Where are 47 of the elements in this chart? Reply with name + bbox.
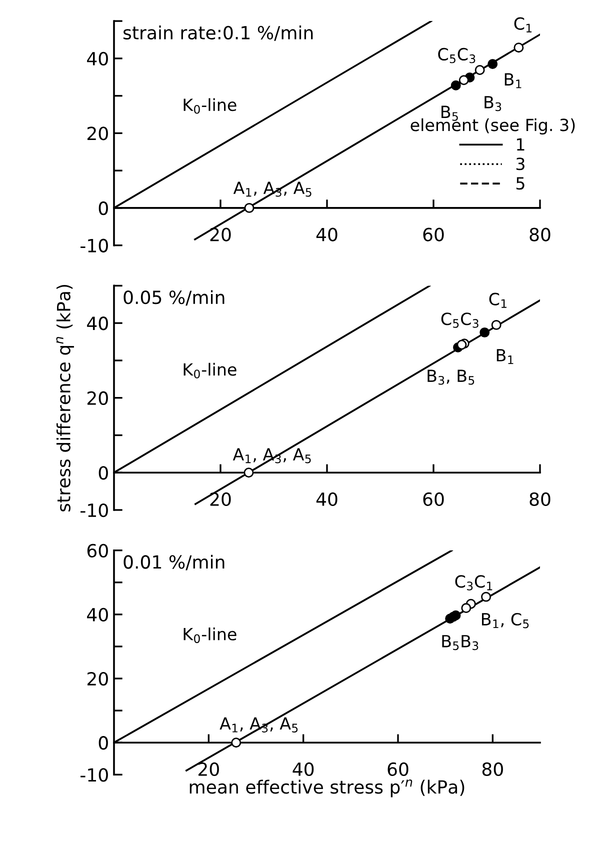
annotation: C$_{1}$ (489, 292, 506, 308)
annotation: C$_{5}$C$_{3}$ (441, 312, 478, 328)
chart-title: 0.05 %/min (124, 290, 224, 306)
x-tick-label: 80 (482, 762, 503, 776)
annotation: B$_{3}$ (484, 96, 502, 112)
y-tick-label: 20 (87, 672, 108, 686)
annotation: B$_{1}$ (496, 349, 514, 364)
legend-label: 5 (516, 177, 524, 190)
y-tick-label: 0 (98, 201, 108, 216)
annotation: B$_{1}$ (504, 73, 522, 88)
y-tick-label: 40 (87, 608, 108, 622)
x-axis-title: mean effective stress p′$^{n}$ (kPa) (190, 780, 464, 798)
x-tick-label: 40 (316, 492, 338, 506)
legend-label: 3 (516, 158, 524, 170)
annotation: K$_{0}$-line (184, 362, 236, 378)
y-tick-label: -10 (80, 503, 108, 518)
x-tick-label: 20 (210, 228, 231, 242)
chart-title: 0.01 %/min (124, 554, 224, 570)
x-tick-label: 60 (423, 228, 444, 242)
y-axis-title: stress difference q$^{n}$ (kPa) (56, 284, 74, 512)
annotation: K$_{0}$-line (184, 628, 236, 644)
legend-label: 1 (516, 138, 524, 150)
x-tick-label: 60 (388, 762, 408, 776)
x-tick-label: 40 (316, 228, 338, 242)
annotation: B$_{5}$B$_{3}$ (442, 635, 478, 650)
chart-title: strain rate:0.1 %/min (124, 26, 313, 41)
y-tick-label: 0 (98, 466, 108, 480)
y-tick-label: 40 (87, 316, 108, 330)
x-tick-label: 80 (530, 492, 550, 506)
annotation: C$_{5}$C$_{3}$ (438, 48, 476, 64)
annotation: K$_{0}$-line (184, 98, 236, 114)
y-tick-label: -10 (80, 238, 108, 252)
x-tick-label: 40 (292, 762, 314, 776)
annotation: C$_{1}$ (514, 17, 532, 32)
y-tick-label: 0 (98, 736, 108, 750)
y-tick-label: 40 (87, 52, 108, 66)
y-tick-label: 20 (87, 391, 108, 405)
x-tick-label: 20 (210, 492, 231, 506)
y-tick-label: 60 (87, 544, 108, 558)
y-tick-label: -10 (80, 768, 108, 782)
x-tick-label: 20 (198, 762, 219, 776)
y-tick-label: 20 (87, 126, 108, 140)
annotation: B$_{3}$, B$_{5}$ (428, 370, 474, 385)
annotation: C$_{3}$C$_{1}$ (455, 575, 492, 590)
x-tick-label: 60 (423, 492, 444, 506)
annotation: B$_{1}$, C$_{5}$ (482, 612, 529, 628)
x-tick-label: 80 (530, 228, 550, 242)
